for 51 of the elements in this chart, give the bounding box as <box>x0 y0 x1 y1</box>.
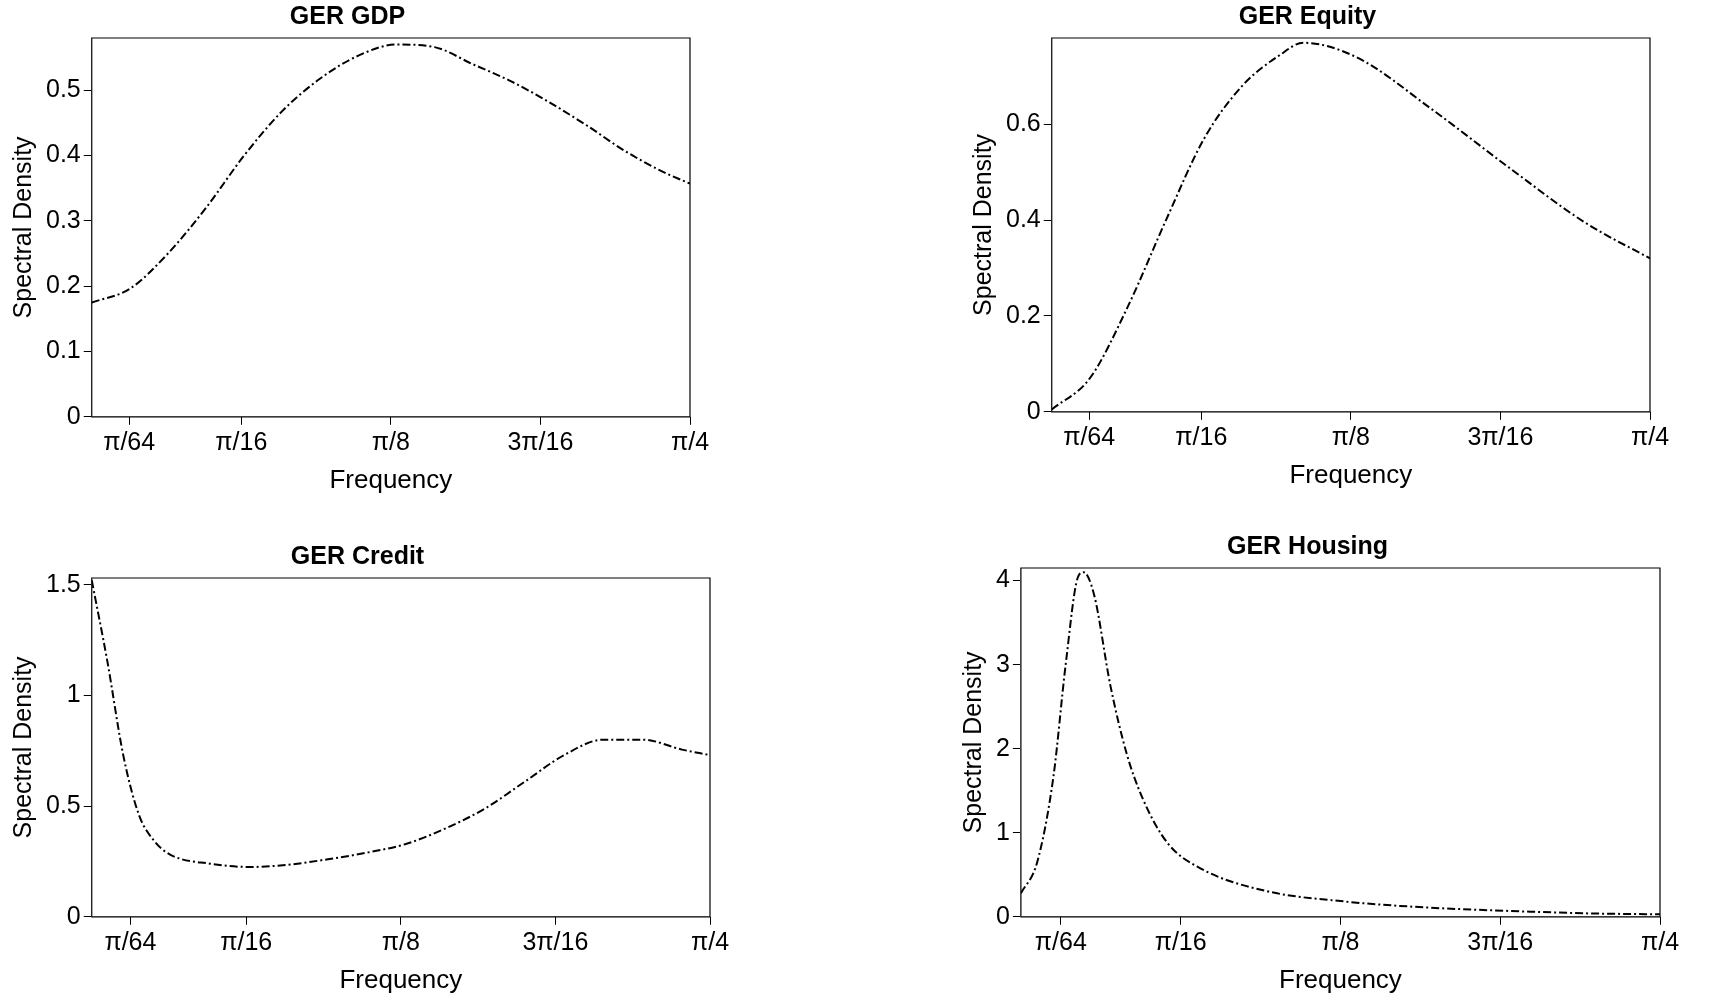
y-tick-label: 2 <box>996 732 1010 761</box>
x-tick-label: π/4 <box>690 926 730 955</box>
y-tick-label: 1 <box>66 679 81 708</box>
chart-title: GER GDP <box>289 0 406 29</box>
x-tick-label: π/4 <box>1640 926 1680 955</box>
x-axis-title: Frequency <box>1289 458 1413 489</box>
y-tick-label: 0 <box>66 400 81 429</box>
x-axis-title: Frequency <box>339 963 463 994</box>
x-tick-label: 3π/16 <box>1467 926 1534 955</box>
chart-title: GER Equity <box>1238 0 1377 29</box>
x-tick-label: π/64 <box>103 426 156 455</box>
y-tick-label: 0 <box>66 900 81 929</box>
y-tick-label: 0.1 <box>45 335 81 364</box>
chart-title: GER Credit <box>290 540 425 569</box>
y-tick-label: 3 <box>996 648 1010 677</box>
x-tick-label: π/8 <box>1321 926 1360 955</box>
x-tick-label: π/64 <box>1034 926 1087 955</box>
x-tick-label: 3π/16 <box>1467 421 1534 450</box>
x-tick-label: π/16 <box>1175 421 1228 450</box>
y-tick-label: 0.6 <box>1005 108 1041 137</box>
x-tick-label: π/64 <box>104 926 157 955</box>
chart-title: GER Housing <box>1226 530 1389 559</box>
x-tick-label: π/4 <box>1630 421 1670 450</box>
y-tick-label: 0.2 <box>45 270 81 299</box>
x-tick-label: 3π/16 <box>522 926 589 955</box>
y-tick-label: 0.2 <box>1005 299 1041 328</box>
x-tick-label: π/16 <box>220 926 273 955</box>
y-tick-label: 1.5 <box>45 568 81 597</box>
y-tick-label: 0.5 <box>45 74 81 103</box>
x-axis-title: Frequency <box>1279 963 1402 994</box>
y-axis-title: Spectral Density <box>967 133 996 316</box>
y-axis-title: Spectral Density <box>7 135 36 319</box>
x-axis-title: Frequency <box>329 463 453 494</box>
y-tick-label: 4 <box>996 564 1010 593</box>
y-tick-label: 0.5 <box>45 789 81 818</box>
y-tick-label: 0 <box>1026 395 1041 424</box>
y-tick-label: 0.4 <box>45 139 81 168</box>
x-tick-label: 3π/16 <box>507 426 574 455</box>
x-tick-label: π/8 <box>371 426 410 455</box>
y-axis-title: Spectral Density <box>7 655 36 839</box>
x-tick-label: π/16 <box>215 426 268 455</box>
x-tick-label: π/16 <box>1154 926 1207 955</box>
y-axis-title: Spectral Density <box>957 650 986 834</box>
y-tick-label: 1 <box>996 816 1010 845</box>
x-tick-label: π/8 <box>1331 421 1370 450</box>
y-tick-label: 0.4 <box>1005 204 1041 232</box>
x-tick-label: π/4 <box>670 426 710 455</box>
x-tick-label: π/64 <box>1063 421 1116 450</box>
y-tick-label: 0 <box>996 900 1010 929</box>
y-tick-label: 0.3 <box>45 204 81 233</box>
x-tick-label: π/8 <box>381 926 420 955</box>
